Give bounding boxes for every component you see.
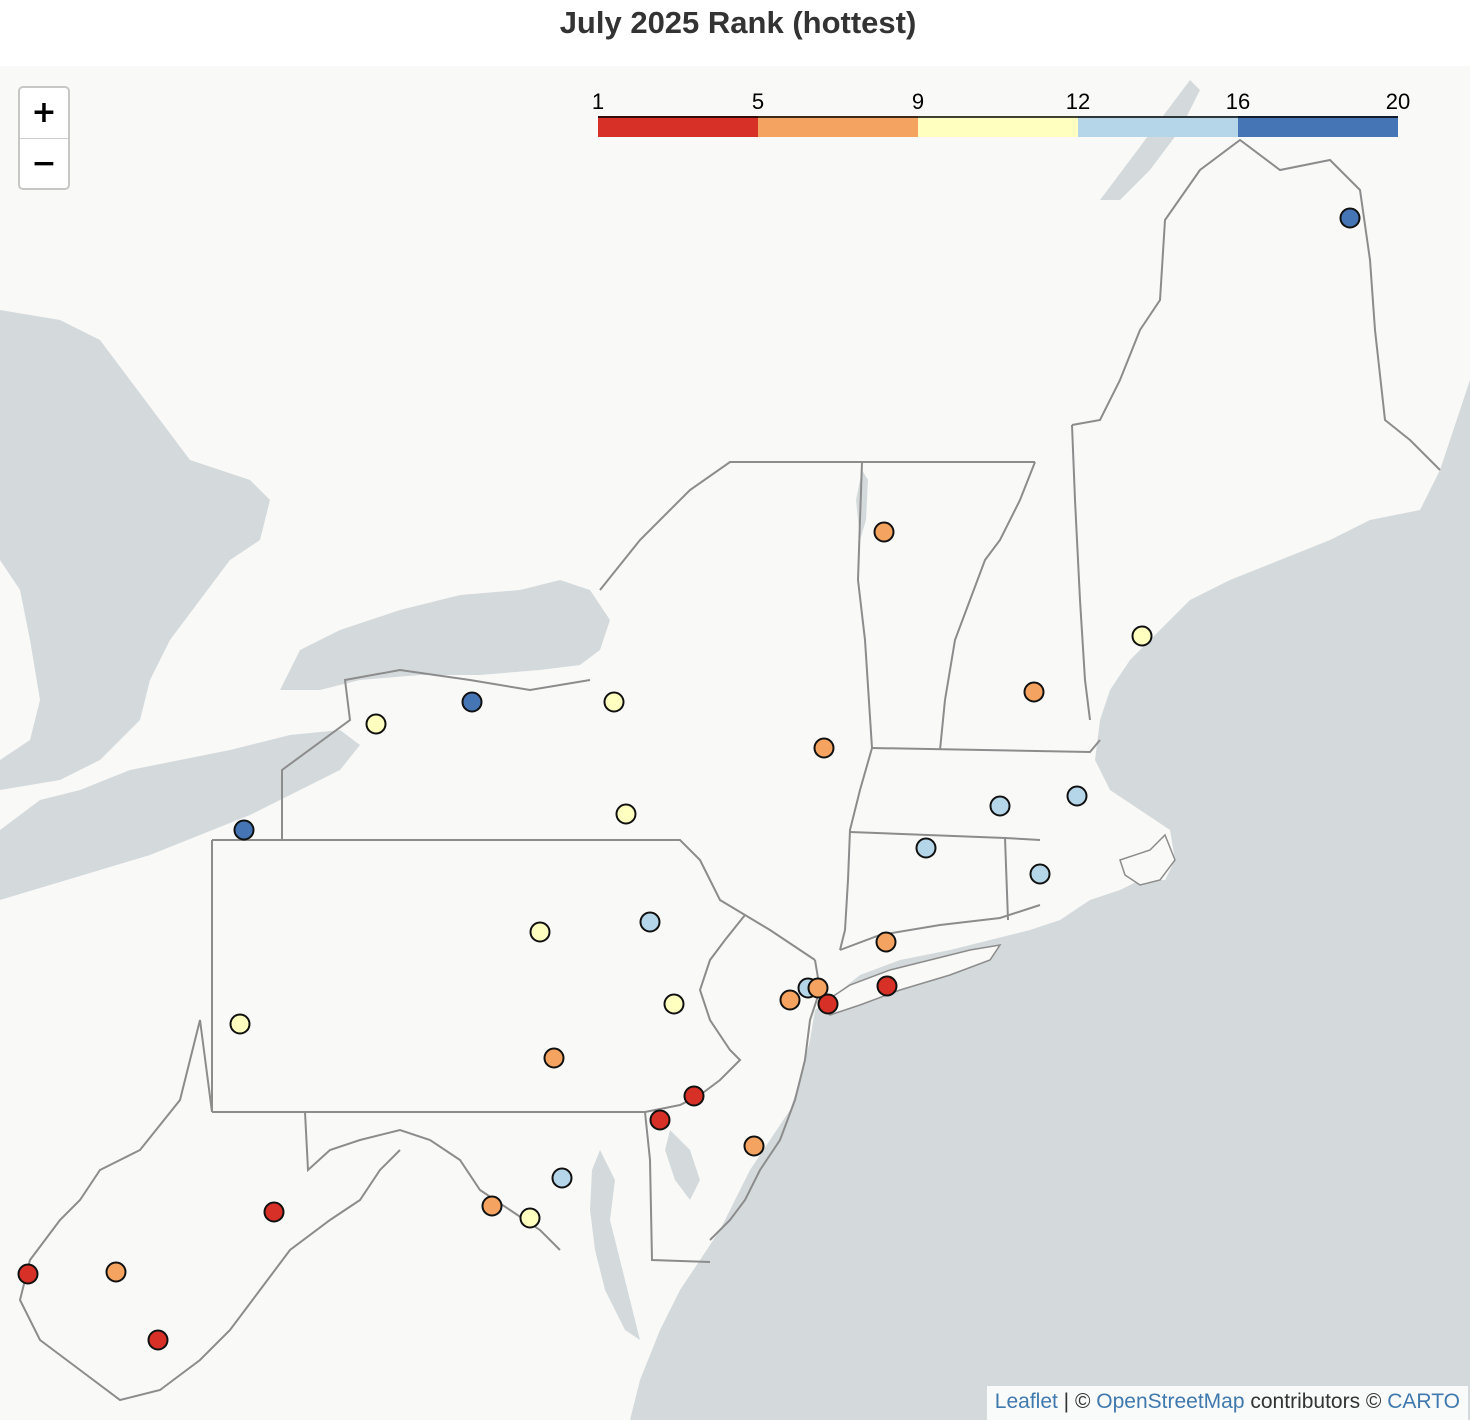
- station-marker[interactable]: [807, 977, 829, 999]
- zoom-control: + −: [18, 86, 70, 190]
- land-mass: [0, 66, 1470, 1420]
- station-marker[interactable]: [915, 837, 937, 859]
- station-marker[interactable]: [1339, 207, 1361, 229]
- basemap: [0, 66, 1470, 1420]
- lake-erie: [0, 730, 360, 900]
- delaware-bay: [665, 1130, 700, 1200]
- station-marker[interactable]: [873, 521, 895, 543]
- chesapeake-bay: [590, 1150, 640, 1340]
- station-marker[interactable]: [233, 819, 255, 841]
- station-marker[interactable]: [1029, 863, 1051, 885]
- station-marker[interactable]: [147, 1329, 169, 1351]
- station-marker[interactable]: [1066, 785, 1088, 807]
- lake-huron: [0, 310, 270, 790]
- station-marker[interactable]: [543, 1047, 565, 1069]
- station-marker[interactable]: [779, 989, 801, 1011]
- station-marker[interactable]: [1023, 681, 1045, 703]
- station-marker[interactable]: [743, 1135, 765, 1157]
- station-markers: [17, 207, 1361, 1351]
- station-marker[interactable]: [461, 691, 483, 713]
- station-marker[interactable]: [551, 1167, 573, 1189]
- station-marker[interactable]: [663, 993, 685, 1015]
- station-marker[interactable]: [481, 1195, 503, 1217]
- openstreetmap-link[interactable]: OpenStreetMap: [1096, 1390, 1245, 1413]
- zoom-in-button[interactable]: +: [20, 88, 68, 139]
- station-marker[interactable]: [989, 795, 1011, 817]
- attribution-contributors: contributors ©: [1244, 1390, 1388, 1413]
- station-marker[interactable]: [263, 1201, 285, 1223]
- station-marker[interactable]: [683, 1085, 705, 1107]
- station-marker[interactable]: [817, 993, 839, 1015]
- station-marker[interactable]: [615, 803, 637, 825]
- leaflet-link[interactable]: Leaflet: [994, 1390, 1058, 1413]
- station-marker[interactable]: [529, 921, 551, 943]
- station-marker[interactable]: [603, 691, 625, 713]
- station-marker[interactable]: [639, 911, 661, 933]
- station-marker[interactable]: [105, 1261, 127, 1283]
- lake-stjohn: [1100, 80, 1200, 200]
- station-marker[interactable]: [365, 713, 387, 735]
- long-island: [818, 943, 1002, 1016]
- station-marker[interactable]: [875, 931, 897, 953]
- station-marker[interactable]: [17, 1263, 39, 1285]
- station-marker[interactable]: [813, 737, 835, 759]
- map-view[interactable]: 1 5 9 12 16 20: [0, 66, 1470, 1420]
- cape-cod: [1119, 833, 1176, 886]
- carto-link[interactable]: CARTO: [1387, 1390, 1460, 1413]
- attribution-separator: | ©: [1057, 1390, 1097, 1413]
- map-title: July 2025 Rank (hottest): [559, 5, 917, 40]
- station-marker[interactable]: [1131, 625, 1153, 647]
- station-marker[interactable]: [649, 1109, 671, 1131]
- station-marker[interactable]: [229, 1013, 251, 1035]
- lake-ontario: [280, 580, 610, 690]
- attribution: Leaflet | © OpenStreetMap contributors ©…: [986, 1386, 1468, 1420]
- lake-michigan: [0, 560, 40, 760]
- station-marker[interactable]: [519, 1207, 541, 1229]
- zoom-out-button[interactable]: −: [31, 146, 57, 181]
- state-borders: [18, 138, 1441, 1402]
- station-marker[interactable]: [876, 975, 898, 997]
